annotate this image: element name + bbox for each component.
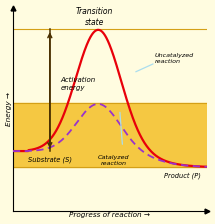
Text: Activation
energy: Activation energy (60, 77, 96, 91)
Bar (13, 103, 207, 167)
X-axis label: Progress of reaction →: Progress of reaction → (69, 212, 150, 218)
Text: Substrate (S): Substrate (S) (28, 156, 72, 163)
Text: Product (P): Product (P) (164, 172, 201, 179)
Text: Catalyzed
reaction: Catalyzed reaction (98, 155, 130, 166)
Y-axis label: Energy →: Energy → (6, 93, 12, 127)
Text: Uncatalyzed
reaction: Uncatalyzed reaction (155, 53, 194, 64)
Text: Transition
state: Transition state (76, 7, 113, 27)
